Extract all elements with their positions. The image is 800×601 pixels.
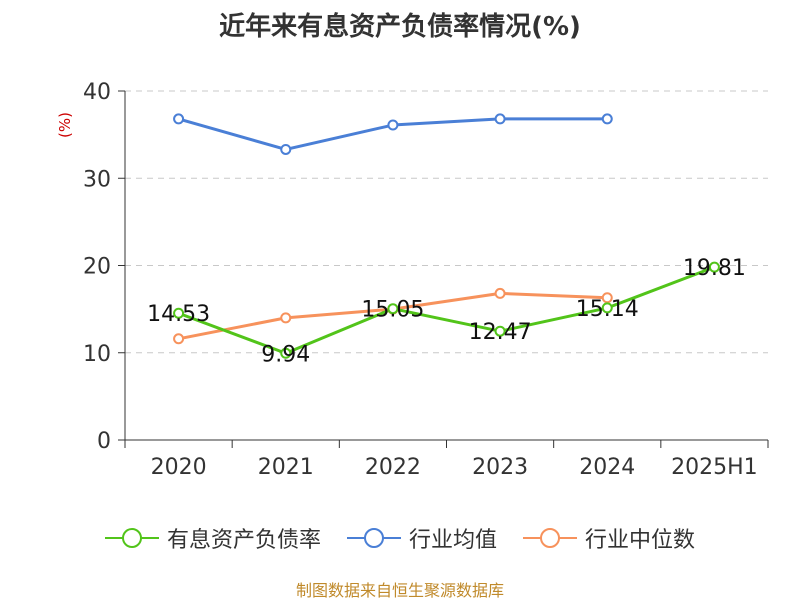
data-label-5: 19.81 — [683, 256, 746, 281]
x-tick-label-2024: 2024 — [579, 455, 635, 480]
data-point-s0-2 — [387, 303, 399, 315]
axes: 0 10 20 30 40 (%) 2020 2021 2022 2023 2024 2025H1 — [56, 80, 769, 480]
y-tick-label-0: 0 — [97, 429, 111, 454]
data-label-4: 15.14 — [576, 297, 639, 322]
legend-item-series-1[interactable]: 行业均值 — [346, 522, 497, 554]
legend-item-series-2[interactable]: 行业中位数 — [523, 522, 695, 554]
data-point-s1-3 — [494, 113, 506, 125]
data-labels: 14.53 9.94 15.05 12.47 15.14 19.81 — [147, 256, 746, 367]
data-point-s0-1 — [280, 347, 292, 359]
data-point-s2-0 — [173, 333, 185, 345]
data-point-s1-0 — [173, 113, 185, 125]
data-point-s0-5 — [708, 261, 720, 273]
legend-swatch-series-1 — [346, 528, 401, 548]
data-point-s2-1 — [280, 312, 292, 324]
data-label-1: 9.94 — [261, 342, 310, 367]
legend-label-series-2: 行业中位数 — [585, 528, 696, 553]
y-axis-label: (%) — [56, 112, 74, 138]
x-tick-label-2020: 2020 — [151, 455, 207, 480]
series-line-0 — [178, 265, 715, 355]
data-label-3: 12.47 — [469, 320, 532, 345]
gridlines — [125, 90, 768, 354]
x-tick-label-2023: 2023 — [472, 455, 528, 480]
data-point-s2-3 — [494, 287, 506, 299]
data-label-0: 14.53 — [147, 302, 210, 327]
x-tick-label-2021: 2021 — [258, 455, 314, 480]
legend-swatch-series-2 — [523, 528, 577, 548]
legend-item-series-0[interactable]: 有息资产负债率 — [104, 522, 321, 554]
data-point-s2-4 — [601, 292, 613, 304]
data-point-s1-2 — [387, 119, 399, 131]
x-tick-label-2025H1: 2025H1 — [671, 455, 758, 480]
y-tick-label-10: 10 — [83, 342, 111, 367]
data-point-s0-3 — [494, 325, 506, 337]
chart-title: 近年来有息资产负债率情况(%) — [219, 12, 581, 42]
legend: 有息资产负债率 行业均值 行业中位数 — [0, 518, 800, 558]
data-point-s1-1 — [280, 143, 292, 155]
data-point-s0-0 — [173, 307, 185, 319]
x-tick-label-2022: 2022 — [365, 455, 421, 480]
legend-swatch-series-0 — [104, 528, 159, 548]
source-footer: 制图数据来自恒生聚源数据库 — [295, 581, 504, 600]
legend-label-series-0: 有息资产负债率 — [166, 528, 321, 553]
data-point-s0-4 — [601, 302, 613, 314]
data-points — [173, 113, 720, 359]
data-point-s1-4 — [601, 113, 613, 125]
y-tick-label-40: 40 — [83, 80, 111, 105]
data-label-2: 15.05 — [361, 298, 424, 323]
legend-label-series-1: 行业均值 — [408, 528, 497, 553]
y-tick-label-30: 30 — [83, 167, 111, 192]
y-tick-label-20: 20 — [83, 255, 111, 280]
